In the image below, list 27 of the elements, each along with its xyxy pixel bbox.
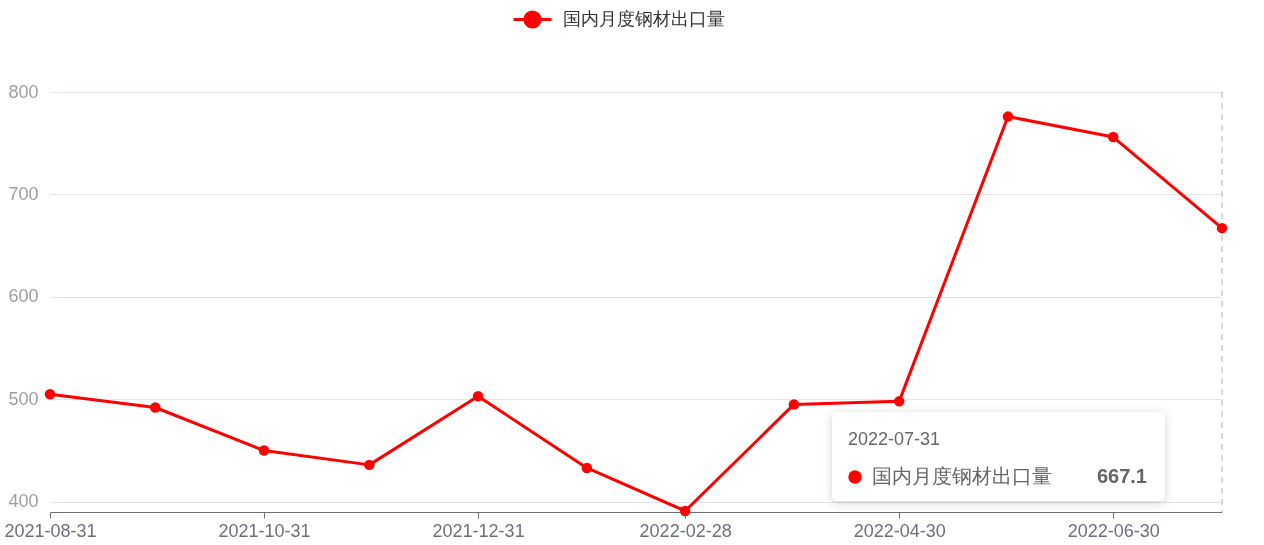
point: [893, 396, 905, 407]
annotation: 国内月度钢材出口量: [872, 465, 1052, 487]
x-tick-label: 2022-06-30: [1067, 520, 1160, 541]
point: [1216, 222, 1228, 234]
y-tick-label: 700: [8, 183, 39, 204]
annotation: 2022-07-31: [848, 429, 941, 449]
x-tick-label: 2022-04-30: [853, 520, 946, 541]
point: [679, 505, 691, 517]
x-tick-label: 2022-02-28: [639, 520, 732, 541]
point: [1107, 131, 1119, 143]
y-tick-label: 800: [8, 81, 39, 102]
point: [472, 391, 484, 402]
point: [44, 388, 56, 400]
point: [1002, 111, 1014, 122]
x-tick-label: 2021-12-31: [432, 520, 525, 541]
point: [258, 445, 270, 456]
x-tick-label: 2021-10-31: [218, 520, 311, 541]
point: [150, 402, 161, 413]
y-tick-label: 400: [8, 491, 39, 512]
y-tick-label: 500: [8, 388, 39, 409]
point: [788, 399, 800, 410]
x-tick-label: 2021-08-31: [4, 520, 97, 541]
annotation: 667.1: [1096, 465, 1147, 487]
legend-label: 国内月度钢材出口量: [563, 8, 725, 29]
point: [364, 459, 375, 471]
y-tick-label: 600: [8, 286, 39, 307]
point: [581, 462, 593, 474]
